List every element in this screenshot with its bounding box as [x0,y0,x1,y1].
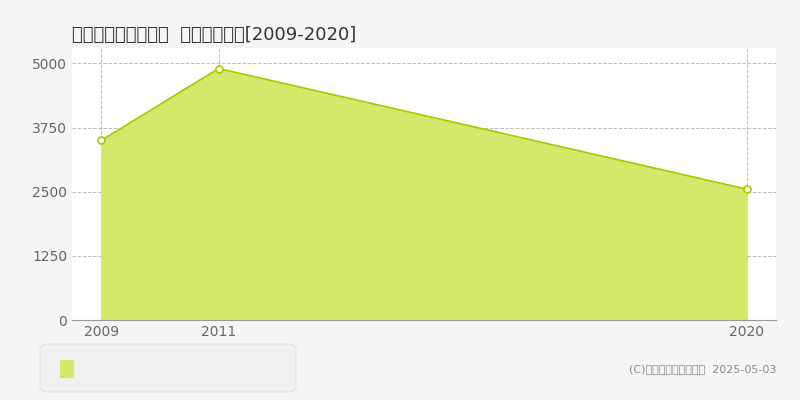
Text: (C)土地価格ドットコム  2025-05-03: (C)土地価格ドットコム 2025-05-03 [629,364,776,374]
Point [740,186,753,192]
Point [95,137,108,144]
Text: 東田川郡三川町土口  農地価格推移[2009-2020]: 東田川郡三川町土口 農地価格推移[2009-2020] [72,26,356,44]
Text: 農地価格  平均坪単価(円/坪): 農地価格 平均坪単価(円/坪) [80,362,185,375]
Point [212,65,225,72]
